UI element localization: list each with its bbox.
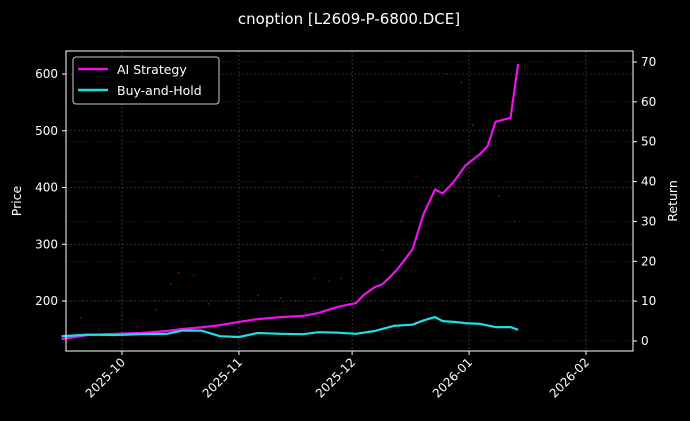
plot-frame — [65, 50, 634, 352]
y-tick-label-right: 0 — [641, 334, 649, 348]
y-tick-label-left: 200 — [35, 294, 58, 308]
series-line — [61, 63, 520, 341]
y-tick-label-left: 600 — [35, 67, 58, 81]
y-axis-label-left: Price — [9, 185, 24, 216]
y-axis-left: 200 300 400 500 600 — [35, 67, 66, 308]
legend: AI Strategy Buy-and-Hold — [72, 56, 220, 105]
chart-title: cnoption [L2609-P-6800.DCE] — [238, 10, 460, 28]
y-tick-label-right: 20 — [641, 254, 656, 268]
y-axis-label-right: Return — [665, 180, 680, 221]
y-tick-label-right: 50 — [641, 135, 656, 149]
legend-label-ai-strategy: AI Strategy — [117, 62, 187, 77]
series-line — [61, 316, 519, 339]
grid-lines — [66, 51, 633, 351]
y-tick-label-left: 500 — [35, 124, 58, 138]
y-tick-label-right: 60 — [641, 95, 656, 109]
legend-box — [72, 56, 220, 105]
series-lines — [61, 63, 520, 341]
y-tick-label-right: 40 — [641, 175, 656, 189]
y-tick-label-left: 300 — [35, 237, 58, 251]
y-tick-label-right: 30 — [641, 214, 656, 228]
legend-label-buy-and-hold: Buy-and-Hold — [117, 83, 202, 98]
y-tick-label-right: 10 — [641, 294, 656, 308]
y-axis-right: 0 10 20 30 40 50 60 70 — [633, 55, 656, 348]
y-tick-label-right: 70 — [641, 55, 656, 69]
y-tick-label-left: 400 — [35, 181, 58, 195]
